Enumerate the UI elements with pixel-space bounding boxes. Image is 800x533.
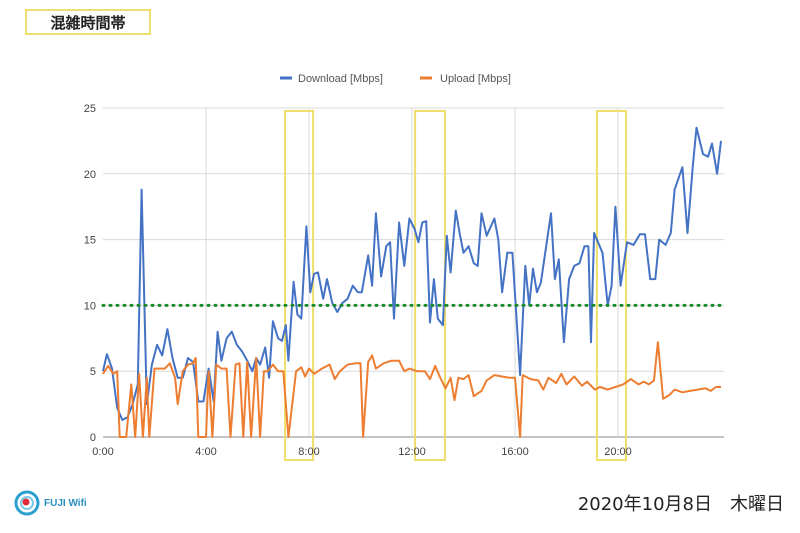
y-tick-label: 10 [84, 300, 96, 312]
logo-text: FUJI Wifi [44, 497, 87, 509]
fuji-wifi-logo: FUJI Wifi [14, 490, 87, 516]
y-tick-label: 0 [90, 432, 96, 444]
logo-icon [14, 490, 40, 516]
date-label: 2020年10月8日 木曜日 [577, 494, 784, 515]
download-series-line [102, 126, 722, 421]
x-tick-label: 12:00 [398, 446, 426, 458]
x-tick-label: 4:00 [195, 446, 216, 458]
legend-download-label: Download [Mbps] [298, 73, 383, 85]
y-tick-label: 20 [84, 169, 96, 181]
congestion-highlight-box [284, 110, 315, 461]
congestion-highlight-box [414, 110, 446, 461]
x-tick-label: 16:00 [501, 446, 529, 458]
y-tick-label: 15 [84, 235, 96, 247]
y-tick-label: 25 [84, 103, 96, 115]
x-tick-label: 0:00 [92, 446, 113, 458]
x-tick-label: 20:00 [604, 446, 632, 458]
x-tick-label: 8:00 [298, 446, 319, 458]
legend-upload-label: Upload [Mbps] [440, 73, 511, 85]
congestion-highlight-box [595, 110, 627, 461]
y-tick-label: 5 [90, 366, 96, 378]
speed-chart: 0 5 10 15 20 25 0:00 4:00 8:00 12:00 16:00 20:00 Do… [84, 73, 724, 461]
legend: Download [Mbps] Upload [Mbps] [280, 73, 511, 85]
upload-series-line [102, 341, 721, 438]
congestion-time-label: 混雑時間帯 [25, 9, 151, 35]
